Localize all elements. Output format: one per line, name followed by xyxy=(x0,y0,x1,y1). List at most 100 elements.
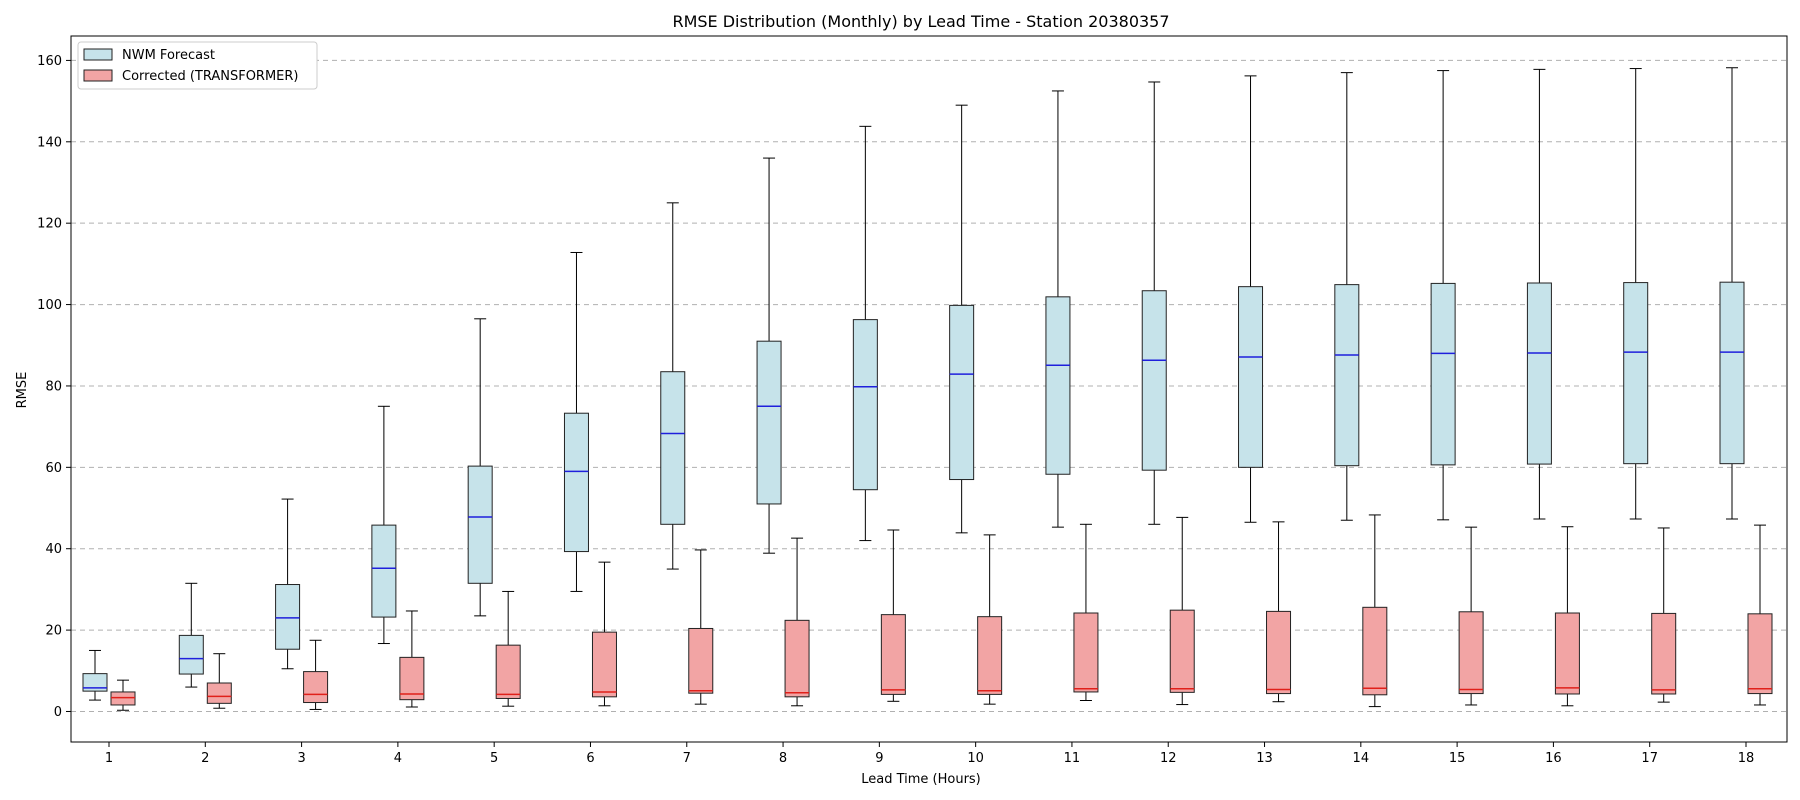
box-nwm-9 xyxy=(852,125,878,542)
box-corrected-18 xyxy=(1747,524,1773,706)
iqr-box xyxy=(1458,611,1484,695)
iqr-box xyxy=(563,412,589,553)
box-nwm-10 xyxy=(949,104,975,534)
x-tick-label: 12 xyxy=(1160,751,1177,766)
iqr-box xyxy=(1526,282,1552,465)
box-corrected-6 xyxy=(591,561,617,707)
box-nwm-16 xyxy=(1526,68,1552,520)
box-corrected-2 xyxy=(206,653,232,709)
x-tick-label: 11 xyxy=(1064,751,1081,766)
box-nwm-8 xyxy=(756,157,782,554)
box-corrected-3 xyxy=(303,639,329,710)
x-tick-label: 15 xyxy=(1449,751,1466,766)
box-corrected-4 xyxy=(399,610,425,708)
x-tick-label: 6 xyxy=(586,751,594,766)
x-axis-label: Lead Time (Hours) xyxy=(861,772,981,787)
box-corrected-17 xyxy=(1651,527,1677,703)
iqr-box xyxy=(949,304,975,481)
iqr-box xyxy=(1266,610,1292,695)
y-tick-label: 20 xyxy=(45,624,62,639)
box-corrected-7 xyxy=(688,549,714,705)
y-tick-label: 100 xyxy=(37,298,62,313)
box-corrected-8 xyxy=(784,537,810,707)
iqr-box xyxy=(1747,613,1773,695)
y-tick-label: 120 xyxy=(37,217,62,232)
iqr-box xyxy=(275,584,301,650)
box-corrected-13 xyxy=(1266,521,1292,703)
box-corrected-16 xyxy=(1554,526,1580,707)
y-grid xyxy=(71,59,1787,712)
iqr-box xyxy=(1141,290,1167,471)
legend-swatch-corrected xyxy=(83,69,113,82)
iqr-box xyxy=(1430,282,1456,466)
legend-frame xyxy=(77,41,318,90)
x-tick-label: 3 xyxy=(297,751,305,766)
iqr-box xyxy=(1073,612,1099,693)
iqr-box xyxy=(688,627,714,694)
legend: NWM Forecast Corrected (TRANSFORMER) xyxy=(77,41,318,90)
y-tick-label: 40 xyxy=(45,542,62,557)
iqr-box xyxy=(977,616,1003,695)
x-tick-label: 13 xyxy=(1256,751,1273,766)
x-tick-label: 16 xyxy=(1545,751,1562,766)
x-tick-label: 4 xyxy=(394,751,402,766)
iqr-box xyxy=(660,371,686,525)
iqr-box xyxy=(591,631,617,698)
box-nwm-2 xyxy=(178,582,204,688)
iqr-box xyxy=(784,619,810,698)
box-nwm-5 xyxy=(467,318,493,617)
x-tick-label: 14 xyxy=(1353,751,1370,766)
box-nwm-15 xyxy=(1430,70,1456,521)
y-tick-label: 160 xyxy=(37,54,62,69)
box-corrected-11 xyxy=(1073,523,1099,701)
iqr-box xyxy=(1238,286,1264,468)
box-nwm-14 xyxy=(1334,72,1360,521)
x-tick-label: 5 xyxy=(490,751,498,766)
box-corrected-15 xyxy=(1458,526,1484,706)
iqr-box xyxy=(82,673,108,692)
box-corrected-12 xyxy=(1169,516,1195,706)
box-nwm-4 xyxy=(371,405,397,645)
iqr-box xyxy=(1651,612,1677,695)
iqr-box xyxy=(1334,284,1360,467)
iqr-box xyxy=(1045,296,1071,475)
box-corrected-10 xyxy=(977,534,1003,705)
box-nwm-6 xyxy=(563,251,589,592)
iqr-box xyxy=(495,644,521,699)
iqr-box xyxy=(756,340,782,505)
box-nwm-12 xyxy=(1141,81,1167,525)
iqr-box xyxy=(1719,281,1745,465)
box-layer xyxy=(82,67,1773,711)
y-axis-label: RMSE xyxy=(15,372,30,409)
iqr-box xyxy=(467,465,493,584)
x-tick-label: 10 xyxy=(967,751,984,766)
iqr-box xyxy=(178,634,204,675)
y-tick-label: 60 xyxy=(45,461,62,476)
legend-label-nwm-forecast: NWM Forecast xyxy=(122,48,215,63)
y-tick-label: 0 xyxy=(54,705,62,720)
x-tick-label: 1 xyxy=(105,751,113,766)
iqr-box xyxy=(1362,606,1388,696)
iqr-box xyxy=(110,691,136,706)
box-nwm-13 xyxy=(1238,75,1264,523)
y-tick-label: 80 xyxy=(45,379,62,394)
iqr-box xyxy=(303,671,329,704)
box-nwm-1 xyxy=(82,649,108,701)
iqr-box xyxy=(399,656,425,701)
box-corrected-14 xyxy=(1362,514,1388,708)
box-nwm-11 xyxy=(1045,90,1071,528)
box-nwm-17 xyxy=(1623,68,1649,520)
box-corrected-9 xyxy=(880,529,906,702)
box-corrected-1 xyxy=(110,679,136,711)
legend-label-corrected: Corrected (TRANSFORMER) xyxy=(122,69,299,84)
y-tick-label: 140 xyxy=(37,135,62,150)
x-tick-label: 9 xyxy=(875,751,883,766)
box-nwm-7 xyxy=(660,202,686,570)
x-tick-label: 7 xyxy=(683,751,691,766)
iqr-box xyxy=(880,614,906,695)
x-tick-label: 17 xyxy=(1641,751,1658,766)
iqr-box xyxy=(1623,282,1649,465)
box-nwm-18 xyxy=(1719,67,1745,520)
